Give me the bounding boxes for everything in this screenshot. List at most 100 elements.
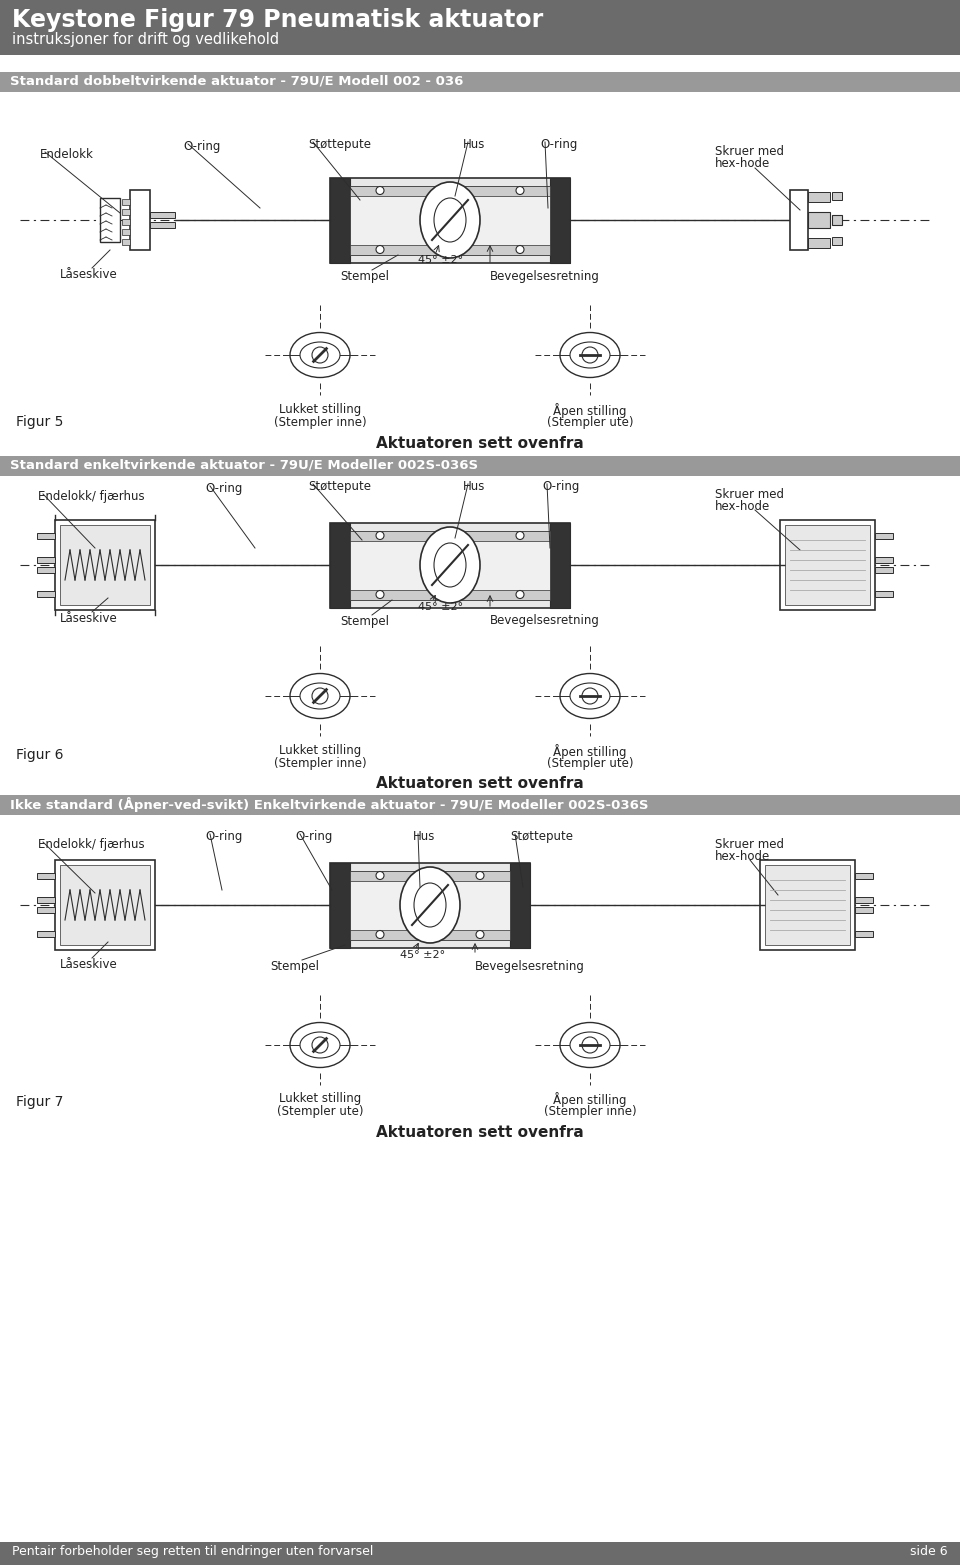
Circle shape (376, 872, 384, 880)
Text: Støttepute: Støttepute (510, 829, 573, 844)
Text: Figur 7: Figur 7 (16, 1096, 63, 1110)
Text: Skruer med: Skruer med (715, 146, 784, 158)
Text: Bevegelsesretning: Bevegelsesretning (475, 959, 585, 973)
Text: Skruer med: Skruer med (715, 837, 784, 851)
Bar (330, 523, 350, 607)
Text: (Stempler ute): (Stempler ute) (547, 757, 634, 770)
Text: Stempel: Stempel (270, 959, 319, 973)
Ellipse shape (290, 673, 350, 718)
Bar (350, 531, 550, 540)
Bar (350, 186, 550, 255)
Text: Støttepute: Støttepute (308, 480, 371, 493)
Bar (55, 861, 155, 950)
Bar (330, 177, 350, 263)
Bar (855, 897, 873, 903)
Text: O-ring: O-ring (295, 829, 332, 844)
Ellipse shape (300, 343, 340, 368)
Ellipse shape (290, 1022, 350, 1067)
Bar (875, 557, 893, 563)
Text: instruksjoner for drift og vedlikehold: instruksjoner for drift og vedlikehold (12, 31, 279, 47)
Circle shape (376, 532, 384, 540)
Circle shape (516, 246, 524, 254)
Text: (Stempler inne): (Stempler inne) (274, 416, 367, 429)
Text: (Stempler ute): (Stempler ute) (276, 1105, 363, 1117)
Bar (875, 567, 893, 573)
Bar (0, 72, 960, 92)
Text: O-ring: O-ring (205, 829, 242, 844)
Bar (122, 219, 130, 225)
Bar (37, 592, 55, 596)
Ellipse shape (560, 332, 620, 377)
Text: Bevegelsesretning: Bevegelsesretning (490, 271, 600, 283)
Bar (37, 873, 55, 880)
Bar (808, 211, 830, 228)
Ellipse shape (420, 182, 480, 258)
Text: Skruer med: Skruer med (715, 488, 784, 501)
Text: (Stempler inne): (Stempler inne) (543, 1105, 636, 1117)
Ellipse shape (560, 1022, 620, 1067)
Bar (330, 862, 350, 947)
Bar (855, 931, 873, 937)
Text: Pentair forbeholder seg retten til endringer uten forvarsel: Pentair forbeholder seg retten til endri… (12, 1545, 373, 1559)
Bar (832, 214, 842, 225)
Circle shape (376, 931, 384, 939)
Text: O-ring: O-ring (542, 480, 580, 493)
Circle shape (312, 347, 328, 363)
Text: Stempel: Stempel (340, 271, 389, 283)
Ellipse shape (414, 883, 446, 926)
Ellipse shape (400, 867, 460, 944)
Bar (37, 567, 55, 573)
Text: Lukket stilling: Lukket stilling (278, 743, 361, 757)
Bar (55, 520, 155, 610)
Text: (Stempler inne): (Stempler inne) (274, 757, 367, 770)
Circle shape (376, 186, 384, 194)
Bar (785, 524, 870, 606)
Text: Endelokk/ fjærhus: Endelokk/ fjærhus (38, 837, 145, 851)
Bar (808, 192, 830, 202)
Text: 45° ±2°: 45° ±2° (418, 603, 463, 612)
Bar (790, 189, 808, 250)
Text: hex-hode: hex-hode (715, 850, 770, 862)
Bar (122, 210, 130, 214)
Text: Åpen stilling: Åpen stilling (553, 1092, 627, 1106)
Bar (550, 523, 570, 607)
Ellipse shape (570, 682, 610, 709)
Bar (37, 534, 55, 538)
Bar (0, 455, 960, 476)
Ellipse shape (420, 527, 480, 603)
Text: hex-hode: hex-hode (715, 156, 770, 171)
Bar (875, 592, 893, 596)
Text: Aktuatoren sett ovenfra: Aktuatoren sett ovenfra (376, 437, 584, 451)
Ellipse shape (560, 673, 620, 718)
Bar (37, 897, 55, 903)
Ellipse shape (434, 199, 466, 243)
Circle shape (312, 689, 328, 704)
Bar (350, 531, 550, 599)
Bar (130, 189, 150, 250)
Bar (100, 199, 120, 243)
Bar (855, 873, 873, 880)
Ellipse shape (290, 332, 350, 377)
Bar (37, 557, 55, 563)
Text: O-ring: O-ring (205, 482, 242, 495)
Text: Endelokk/ fjærhus: Endelokk/ fjærhus (38, 490, 145, 502)
Text: Støttepute: Støttepute (308, 138, 371, 150)
Bar (550, 177, 570, 263)
Circle shape (476, 931, 484, 939)
Text: Hus: Hus (463, 480, 486, 493)
Bar (122, 228, 130, 235)
Bar (330, 523, 570, 607)
Text: O-ring: O-ring (183, 139, 221, 153)
Bar (350, 930, 510, 939)
Circle shape (516, 532, 524, 540)
Text: (Stempler ute): (Stempler ute) (547, 416, 634, 429)
Circle shape (582, 347, 598, 363)
Bar (350, 186, 550, 196)
Text: Standard enkeltvirkende aktuator - 79U/E Modeller 002S-036S: Standard enkeltvirkende aktuator - 79U/E… (10, 459, 478, 471)
Bar (832, 236, 842, 246)
Circle shape (582, 689, 598, 704)
Text: Hus: Hus (413, 829, 436, 844)
Circle shape (516, 590, 524, 598)
Text: hex-hode: hex-hode (715, 499, 770, 513)
Text: Figur 5: Figur 5 (16, 415, 63, 429)
